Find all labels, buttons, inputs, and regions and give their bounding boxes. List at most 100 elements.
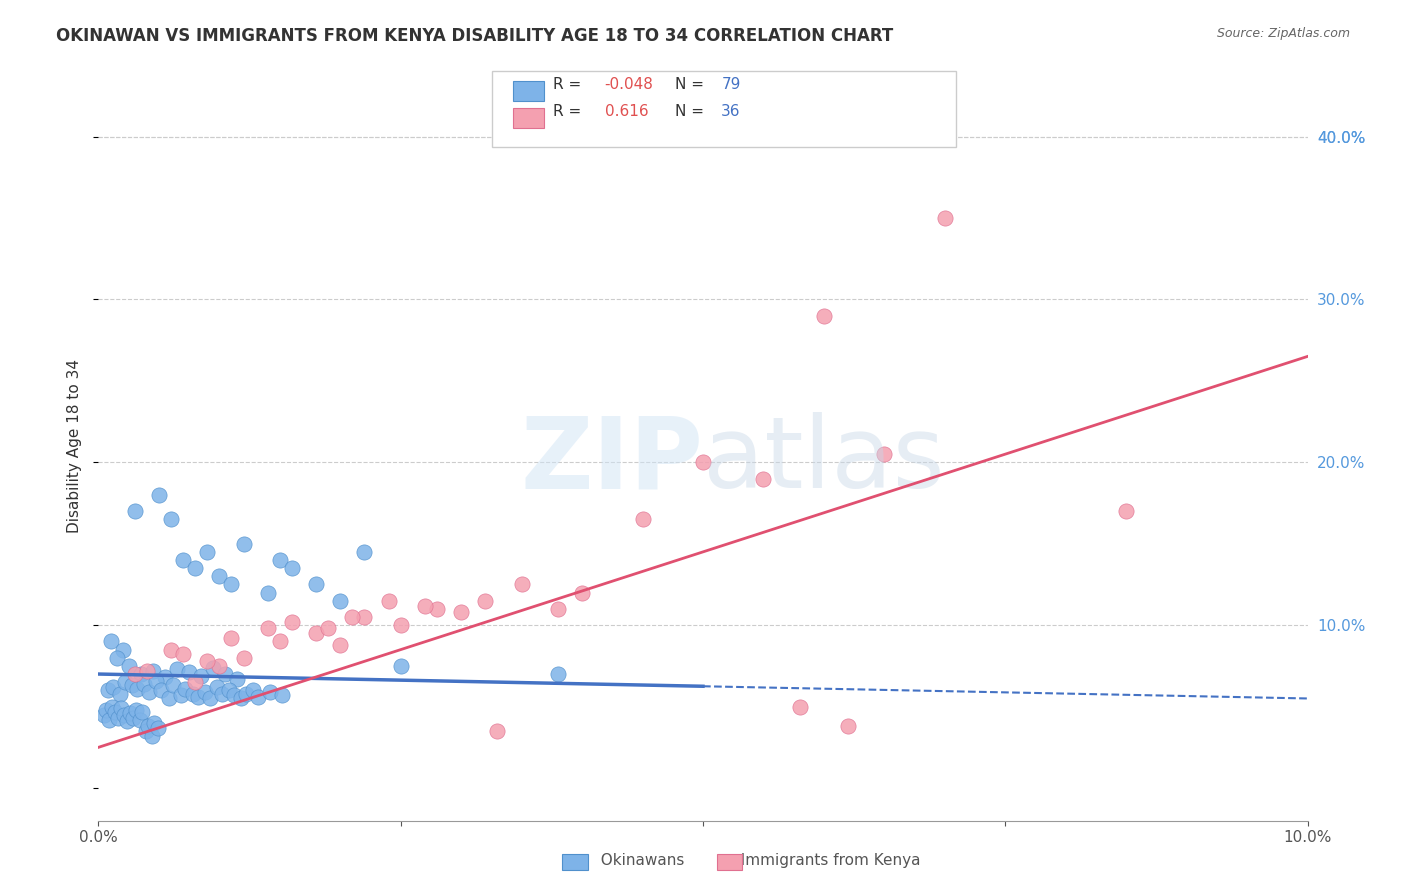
Point <box>98 713 121 727</box>
Text: ZIP: ZIP <box>520 412 703 509</box>
Point <box>122 711 145 725</box>
Point <box>221 631 243 645</box>
Point <box>117 714 139 729</box>
Point <box>198 691 221 706</box>
Point <box>148 488 170 502</box>
Point <box>221 577 243 591</box>
Point <box>247 690 270 704</box>
Point <box>179 665 201 680</box>
Point <box>160 512 183 526</box>
Point <box>187 690 209 704</box>
Point <box>281 561 304 575</box>
Point <box>242 683 264 698</box>
Point <box>214 667 236 681</box>
Point <box>413 599 436 613</box>
Point <box>269 634 291 648</box>
Point <box>166 662 188 676</box>
Point <box>547 667 569 681</box>
Point <box>353 545 375 559</box>
Point <box>145 673 167 688</box>
Point <box>195 654 218 668</box>
Point <box>571 585 593 599</box>
Point <box>474 593 496 607</box>
Point <box>143 715 166 730</box>
Point <box>194 685 217 699</box>
Text: OKINAWAN VS IMMIGRANTS FROM KENYA DISABILITY AGE 18 TO 34 CORRELATION CHART: OKINAWAN VS IMMIGRANTS FROM KENYA DISABI… <box>56 27 893 45</box>
Point <box>316 622 339 636</box>
Point <box>232 650 254 665</box>
Point <box>305 577 328 591</box>
Point <box>329 638 352 652</box>
Y-axis label: Disability Age 18 to 34: Disability Age 18 to 34 <box>67 359 83 533</box>
Point <box>101 680 124 694</box>
Point <box>789 699 811 714</box>
Point <box>97 683 120 698</box>
Text: 0.616: 0.616 <box>605 104 648 119</box>
Point <box>873 447 896 461</box>
Point <box>547 602 569 616</box>
Point <box>389 659 412 673</box>
Point <box>112 707 135 722</box>
Point <box>114 675 136 690</box>
Point <box>329 593 352 607</box>
Point <box>174 681 197 696</box>
Point <box>232 537 254 551</box>
Point <box>692 455 714 469</box>
Point <box>1115 504 1137 518</box>
Text: Immigrants from Kenya: Immigrants from Kenya <box>731 854 921 868</box>
Point <box>205 680 228 694</box>
Point <box>190 668 212 682</box>
Point <box>135 664 157 678</box>
Point <box>157 691 180 706</box>
Point <box>377 593 399 607</box>
Point <box>389 618 412 632</box>
Point <box>150 683 173 698</box>
Point <box>124 504 146 518</box>
Point <box>235 687 257 701</box>
Point <box>100 634 122 648</box>
Point <box>134 677 156 691</box>
Point <box>108 687 131 701</box>
Point <box>131 705 153 719</box>
Point <box>202 660 225 674</box>
Point <box>226 672 249 686</box>
Point <box>138 685 160 699</box>
Point <box>100 699 122 714</box>
Text: R =: R = <box>553 78 586 92</box>
Point <box>124 667 146 681</box>
Point <box>934 211 956 225</box>
Point <box>110 701 132 715</box>
Point <box>208 569 231 583</box>
Point <box>141 729 163 743</box>
Point <box>146 721 169 735</box>
Point <box>486 724 509 739</box>
Text: 36: 36 <box>721 104 741 119</box>
Point <box>342 610 364 624</box>
Point <box>121 678 143 692</box>
Text: N =: N = <box>675 104 709 119</box>
Point <box>153 670 176 684</box>
Point <box>184 561 207 575</box>
Point <box>136 719 159 733</box>
Point <box>160 642 183 657</box>
Point <box>169 688 191 702</box>
Point <box>271 688 294 702</box>
Point <box>135 724 157 739</box>
Point <box>104 705 127 719</box>
Point <box>195 545 218 559</box>
Point <box>184 675 207 690</box>
Point <box>222 688 245 702</box>
Point <box>181 687 204 701</box>
Point <box>107 711 129 725</box>
Point <box>208 659 231 673</box>
Point <box>269 553 291 567</box>
Point <box>162 678 184 692</box>
Point <box>172 648 194 662</box>
Point <box>229 691 252 706</box>
Point <box>305 626 328 640</box>
Point <box>118 706 141 720</box>
Point <box>105 650 128 665</box>
Point <box>111 642 134 657</box>
Point <box>256 585 278 599</box>
Point <box>510 577 533 591</box>
